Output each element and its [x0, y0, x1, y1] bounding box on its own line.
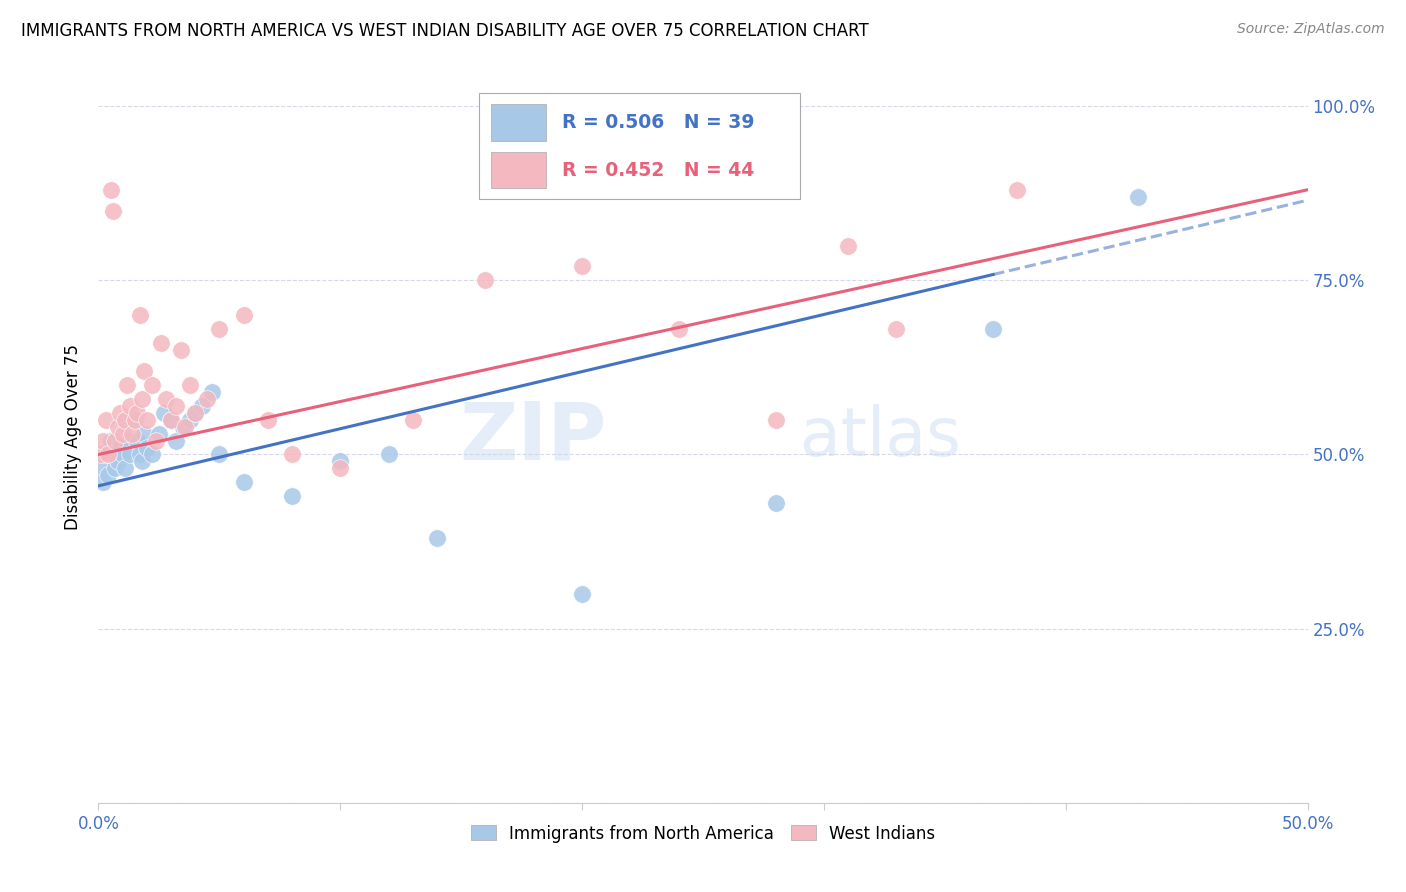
Point: [94, 412, 117, 426]
Point: [195, 392, 218, 406]
Point: [107, 419, 129, 434]
Point: [165, 399, 187, 413]
Point: [281, 448, 304, 462]
Point: [172, 419, 194, 434]
Point: [474, 273, 496, 287]
Point: [232, 475, 254, 490]
FancyBboxPatch shape: [492, 104, 546, 141]
Point: [135, 441, 157, 455]
Point: [100, 183, 122, 197]
Point: [191, 399, 214, 413]
Point: [90, 448, 112, 462]
Point: [402, 412, 425, 426]
Point: [179, 412, 201, 426]
FancyBboxPatch shape: [492, 152, 546, 188]
Point: [117, 434, 139, 448]
Point: [117, 377, 139, 392]
Point: [94, 448, 117, 462]
Point: [208, 448, 231, 462]
Point: [108, 406, 131, 420]
Point: [124, 412, 146, 426]
Y-axis label: Disability Age Over 75: Disability Age Over 75: [65, 344, 83, 530]
Point: [981, 322, 1004, 336]
Point: [97, 468, 120, 483]
Point: [135, 412, 157, 426]
Point: [128, 448, 150, 462]
Point: [1128, 190, 1150, 204]
Point: [1007, 183, 1029, 197]
Point: [155, 392, 177, 406]
Point: [121, 426, 143, 441]
Point: [114, 412, 136, 426]
Point: [111, 426, 134, 441]
Point: [174, 419, 197, 434]
Point: [91, 475, 114, 490]
Point: [118, 399, 141, 413]
Point: [208, 322, 231, 336]
Point: [101, 203, 124, 218]
Point: [179, 377, 201, 392]
Point: [668, 322, 690, 336]
Text: R = 0.506   N = 39: R = 0.506 N = 39: [561, 113, 754, 132]
Text: IMMIGRANTS FROM NORTH AMERICA VS WEST INDIAN DISABILITY AGE OVER 75 CORRELATION : IMMIGRANTS FROM NORTH AMERICA VS WEST IN…: [21, 22, 869, 40]
Point: [329, 461, 352, 475]
Point: [184, 406, 207, 420]
Point: [124, 412, 146, 426]
Point: [97, 448, 120, 462]
Point: [837, 238, 859, 252]
Point: [118, 448, 141, 462]
Point: [100, 434, 122, 448]
Point: [426, 531, 449, 545]
Point: [134, 364, 156, 378]
Point: [131, 392, 153, 406]
Point: [329, 454, 352, 468]
Point: [127, 406, 149, 420]
Point: [165, 434, 187, 448]
Point: [141, 377, 163, 392]
Text: Source: ZipAtlas.com: Source: ZipAtlas.com: [1237, 22, 1385, 37]
Point: [281, 489, 304, 503]
Point: [101, 448, 124, 462]
Text: ZIP: ZIP: [458, 398, 606, 476]
Point: [765, 412, 787, 426]
Point: [107, 454, 129, 468]
Point: [90, 461, 112, 475]
Point: [765, 496, 787, 510]
Point: [201, 384, 224, 399]
Point: [148, 426, 170, 441]
Point: [886, 322, 908, 336]
Point: [169, 343, 191, 357]
Point: [232, 308, 254, 322]
Point: [141, 448, 163, 462]
Point: [134, 426, 156, 441]
Point: [104, 434, 127, 448]
Point: [571, 587, 593, 601]
FancyBboxPatch shape: [479, 94, 800, 200]
Point: [377, 448, 399, 462]
Point: [108, 441, 131, 455]
Text: R = 0.452   N = 44: R = 0.452 N = 44: [561, 161, 754, 179]
Point: [150, 336, 173, 351]
Point: [111, 448, 134, 462]
Point: [256, 412, 278, 426]
Point: [104, 461, 127, 475]
Point: [114, 461, 136, 475]
Point: [184, 406, 207, 420]
Text: atlas: atlas: [800, 404, 960, 470]
Legend: Immigrants from North America, West Indians: Immigrants from North America, West Indi…: [464, 818, 942, 849]
Point: [131, 454, 153, 468]
Point: [91, 434, 114, 448]
Point: [160, 412, 183, 426]
Point: [152, 406, 174, 420]
Point: [571, 260, 593, 274]
Point: [160, 412, 183, 426]
Point: [145, 434, 167, 448]
Point: [128, 308, 150, 322]
Point: [127, 434, 149, 448]
